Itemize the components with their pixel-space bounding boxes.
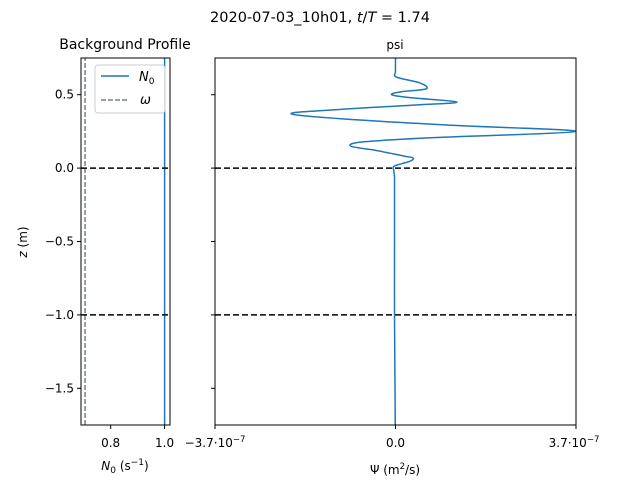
right-xtick-label-left: −3.7·10−7 bbox=[185, 435, 246, 450]
right-plot-lines bbox=[215, 58, 576, 425]
left-plot-lines bbox=[81, 58, 170, 425]
right-y-ticks bbox=[211, 94, 215, 389]
left-ytick-label: 0.0 bbox=[55, 161, 74, 175]
left-xtick-label: 0.8 bbox=[101, 436, 120, 450]
left-y-ticks: 0.5 0.0 −0.5 −1.0 −1.5 bbox=[45, 88, 81, 395]
legend: N0 ω bbox=[94, 64, 166, 114]
left-xtick-label: 1.0 bbox=[155, 436, 174, 450]
left-ytick-label: −1.0 bbox=[45, 308, 74, 322]
left-x-axis-label: N0 (s−1) bbox=[101, 458, 148, 476]
axes-title-psi: psi bbox=[386, 38, 403, 52]
axes-psi: psi −3.7·10−7 0.0 3.7·10−7 Ψ (m2/s) bbox=[185, 38, 600, 477]
legend-label-n0: N0 bbox=[139, 70, 155, 87]
figure-suptitle: 2020-07-03_10h01, t/T = 1.74 bbox=[210, 10, 430, 26]
axes-title-background-profile: Background Profile bbox=[59, 37, 191, 53]
legend-frame bbox=[94, 64, 166, 114]
left-ytick-label: −1.5 bbox=[45, 381, 74, 395]
left-ytick-label: −0.5 bbox=[45, 235, 74, 249]
right-x-axis-label: Ψ (m2/s) bbox=[370, 462, 420, 477]
axes-background-profile: Background Profile 0.5 0.0 −0.5 −1.0 −1.5 0.… bbox=[16, 37, 191, 476]
left-x-ticks: 0.8 1.0 bbox=[101, 425, 174, 450]
right-xtick-label-right: 3.7·10−7 bbox=[549, 435, 600, 450]
legend-label-omega: ω bbox=[140, 93, 151, 108]
left-ytick-label: 0.5 bbox=[55, 88, 74, 102]
left-y-axis-label: z (m) bbox=[16, 226, 30, 258]
series-line-psi bbox=[290, 58, 576, 425]
right-xtick-label-center: 0.0 bbox=[386, 436, 405, 450]
